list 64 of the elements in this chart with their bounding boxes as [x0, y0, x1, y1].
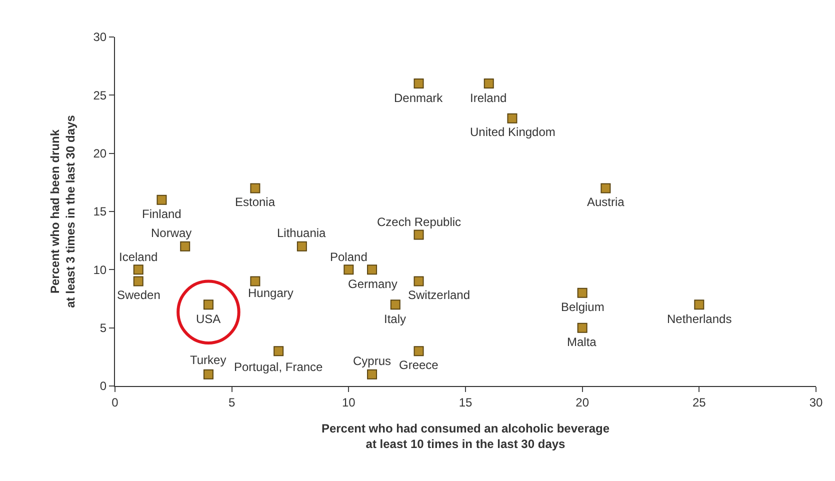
annotation: Portugal, France [234, 360, 324, 374]
x-axis-title: Percent who had consumed an alcoholic beverage at least 10 times in the last 30 days [321, 421, 610, 451]
x-tick-label: 15 [458, 395, 472, 410]
y-tick-label: 10 [93, 262, 107, 277]
point [577, 322, 588, 333]
point [133, 264, 144, 275]
annotation: Estonia [235, 195, 276, 209]
y-tick-label: 15 [93, 204, 107, 219]
point [507, 113, 518, 124]
annotation: Malta [567, 335, 597, 349]
annotation: Turkey [190, 353, 226, 367]
annotation: Poland [330, 250, 368, 264]
point [250, 276, 260, 286]
point [274, 346, 284, 356]
annotation: Finland [142, 207, 182, 221]
annotation: Sweden [117, 288, 160, 302]
annotation: Cyprus [353, 354, 392, 368]
point [414, 230, 424, 240]
annotation: Norway [151, 226, 192, 240]
point [203, 300, 214, 310]
annotation: Belgium [561, 300, 604, 314]
annotation: Denmark [394, 91, 444, 105]
point [600, 183, 611, 194]
x-tick-label: 30 [809, 395, 823, 410]
x-tick-label: 25 [692, 395, 706, 410]
annotation: Italy [384, 312, 406, 326]
point [414, 276, 424, 286]
point [577, 288, 588, 298]
point [180, 241, 190, 252]
annotation: Ireland [470, 91, 507, 105]
point [344, 264, 354, 275]
point [133, 276, 144, 286]
x-tick-label: 10 [342, 395, 356, 410]
annotation: Germany [348, 277, 398, 291]
annotation: Iceland [119, 250, 158, 264]
annotation: Czech Republic [377, 215, 462, 229]
y-axis-title: Percent who had been drunk at least 3 times in the last 30 days [48, 114, 78, 308]
annotation: United Kingdom [470, 125, 556, 139]
point [367, 264, 378, 275]
y-tick-label: 30 [93, 30, 107, 44]
point [367, 369, 378, 380]
point [484, 78, 494, 89]
point [694, 300, 704, 310]
point [250, 183, 260, 194]
y-tick-label: 0 [100, 379, 107, 394]
annotation: USA [196, 312, 221, 326]
point [390, 300, 400, 310]
y-tick-label: 5 [100, 321, 107, 336]
x-tick-label: 5 [228, 395, 236, 410]
x-tick-label: 20 [576, 395, 590, 410]
point [203, 369, 214, 380]
annotation: Netherlands [667, 312, 732, 326]
y-tick-label: 20 [93, 146, 107, 161]
annotation: Greece [399, 358, 439, 372]
point [414, 78, 424, 89]
annotation: Switzerland [408, 288, 470, 302]
annotation: Austria [587, 195, 625, 209]
point [414, 346, 424, 356]
point [156, 194, 167, 205]
annotation: Hungary [248, 286, 294, 300]
point [296, 241, 307, 252]
annotation: Lithuania [277, 226, 326, 240]
x-tick-label: 0 [112, 395, 119, 410]
y-tick-label: 25 [93, 88, 107, 102]
